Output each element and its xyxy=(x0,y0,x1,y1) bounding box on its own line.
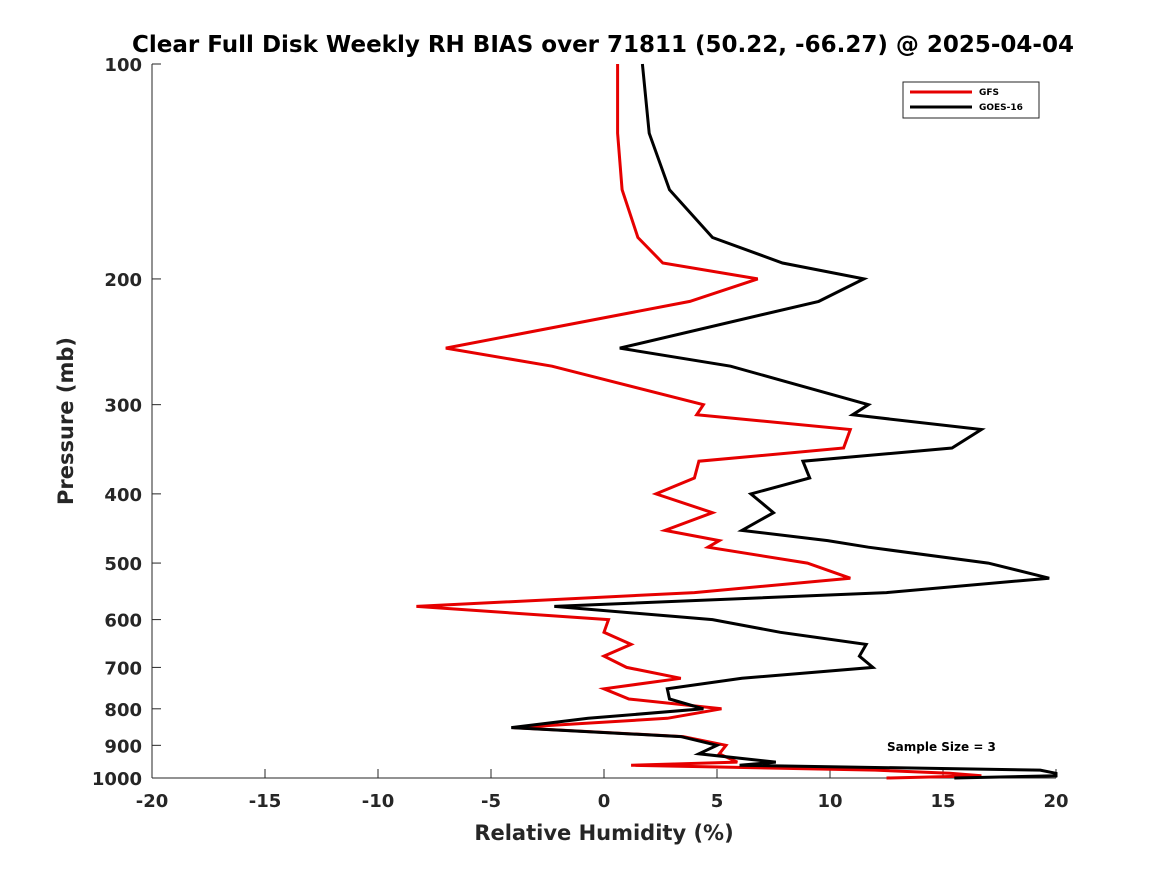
y-ticks: 100 200 300 400 500 600 700 800 900 1000 xyxy=(92,55,161,790)
y-tick-label: 900 xyxy=(104,736,142,757)
y-tick-label: 100 xyxy=(104,55,142,76)
y-tick-label: 1000 xyxy=(92,769,142,790)
y-tick-label: 600 xyxy=(104,611,142,632)
x-tick-label: -10 xyxy=(362,791,395,812)
legend-label-goes16: GOES-16 xyxy=(979,103,1023,113)
x-tick-label: 10 xyxy=(817,791,842,812)
x-axis-label: Relative Humidity (%) xyxy=(474,821,733,845)
x-ticks: -20 -15 -10 -5 0 5 10 15 20 xyxy=(136,769,1069,812)
series-lines xyxy=(416,63,1058,780)
x-tick-label: 20 xyxy=(1043,791,1068,812)
sample-size-annotation: Sample Size = 3 xyxy=(887,740,996,754)
series-line-goes16 xyxy=(511,63,1058,780)
plot-area: -20 -15 -10 -5 0 5 10 15 20 100 200 300 400 500 600 70… xyxy=(92,55,1069,812)
plot-frame xyxy=(152,64,1056,778)
y-tick-label: 400 xyxy=(104,485,142,506)
x-tick-label: -20 xyxy=(136,791,169,812)
x-tick-label: 0 xyxy=(598,791,611,812)
x-tick-label: 15 xyxy=(930,791,955,812)
chart-title: Clear Full Disk Weekly RH BIAS over 7181… xyxy=(132,32,1074,58)
x-tick-label: -15 xyxy=(249,791,282,812)
legend: GFS GOES-16 xyxy=(902,81,1040,119)
series-line-gfs xyxy=(416,64,982,780)
y-axis-label: Pressure (mb) xyxy=(54,337,78,505)
y-tick-label: 800 xyxy=(104,700,142,721)
legend-label-gfs: GFS xyxy=(979,88,999,98)
y-tick-label: 300 xyxy=(104,396,142,417)
x-tick-label: -5 xyxy=(481,791,501,812)
x-tick-label: 5 xyxy=(711,791,724,812)
y-tick-label: 700 xyxy=(104,658,142,679)
y-tick-label: 200 xyxy=(104,270,142,291)
y-tick-label: 500 xyxy=(104,554,142,575)
legend-box xyxy=(902,81,1040,119)
